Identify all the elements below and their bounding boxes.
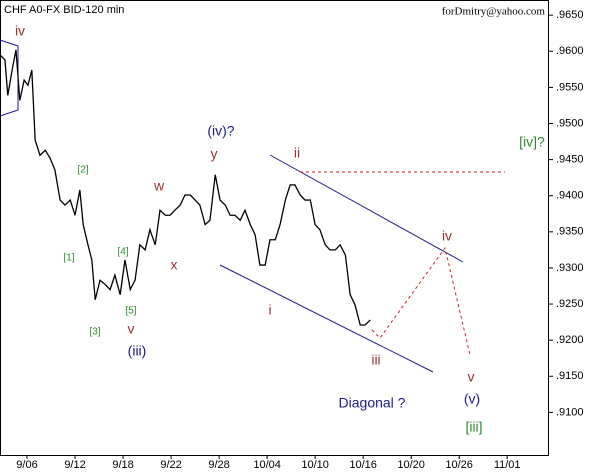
wave-label: [5] [125, 306, 136, 317]
y-tick-label: .9100 [556, 406, 584, 418]
wave-label: (v) [464, 391, 480, 407]
y-tick-label: .9300 [556, 262, 584, 274]
x-tick-label: 9/22 [160, 459, 181, 471]
y-tick-label: .9450 [556, 154, 584, 166]
wave-label: ii [294, 145, 300, 161]
y-tick-label: .9150 [556, 370, 584, 382]
y-tick-label: .9400 [556, 190, 584, 202]
trend-line [269, 154, 464, 263]
projection [371, 246, 471, 356]
wave-label: iv [15, 23, 25, 39]
wave-label: v [468, 369, 475, 385]
price-line [0, 49, 371, 326]
wave-label: y [211, 146, 218, 162]
x-tick-label: 9/28 [208, 459, 229, 471]
wave-label: [3] [89, 327, 100, 338]
x-tick-label: 9/06 [16, 459, 37, 471]
wave-label: [iii] [465, 419, 482, 435]
chart-title: CHF A0-FX BID-120 min [4, 4, 124, 16]
wave-label: [1] [63, 253, 74, 264]
y-tick-label: .9600 [556, 45, 584, 57]
wave-label: [4] [117, 247, 128, 258]
wave-label: i [268, 302, 271, 318]
wave-label: [iv]? [519, 134, 545, 150]
wave-label: (iii) [128, 343, 147, 359]
wave-label: x [171, 257, 178, 273]
x-tick-label: 9/18 [112, 459, 133, 471]
x-tick-label: 10/10 [301, 459, 329, 471]
y-tick-label: .9650 [556, 9, 584, 21]
y-tick-label: .9350 [556, 226, 584, 238]
watermark: forDmitry@yahoo.com [442, 6, 546, 18]
wave-label: w [153, 178, 165, 194]
x-tick-label: 10/16 [349, 459, 377, 471]
y-tick-label: .9200 [556, 334, 584, 346]
x-tick-label: 10/26 [445, 459, 473, 471]
x-tick-label: 10/20 [397, 459, 425, 471]
wave-label: Diagonal ? [339, 395, 406, 411]
wave-label: iii [371, 352, 380, 368]
wave-label: v [128, 321, 135, 337]
x-tick-label: 11/01 [494, 459, 521, 471]
trend-line [219, 264, 434, 373]
wave-label: (iv)? [207, 123, 234, 139]
plot-frame [0, 0, 549, 456]
y-tick-label: .9550 [556, 81, 584, 93]
x-tick-label: 9/12 [64, 459, 85, 471]
y-tick-label: .9250 [556, 298, 584, 310]
wave-label: [2] [77, 165, 88, 176]
trend-lines [0, 39, 505, 373]
y-tick-label: .9500 [556, 117, 584, 129]
wave-label: iv [442, 228, 452, 244]
x-tick-label: 10/04 [253, 459, 281, 471]
